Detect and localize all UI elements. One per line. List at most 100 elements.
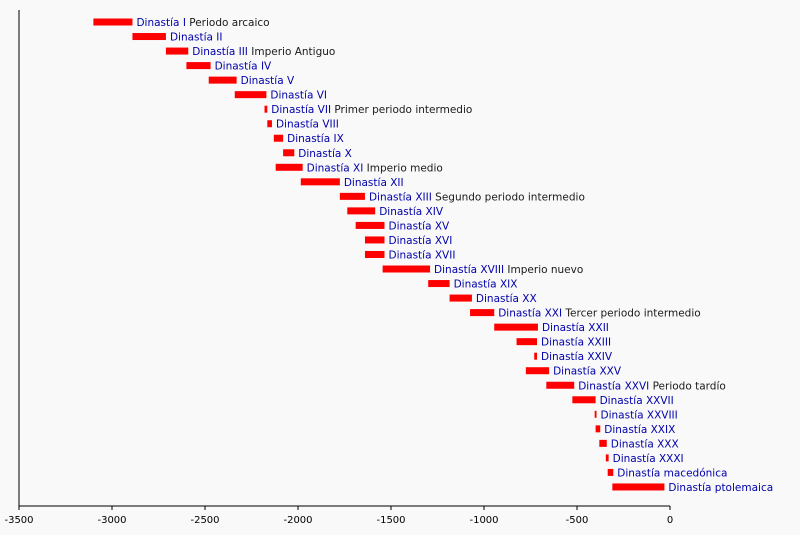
bar-15 — [355, 221, 385, 229]
x-tick-label: -2500 — [190, 515, 219, 526]
bar-label-27: Dinastía XXVII — [600, 395, 674, 407]
bar-4 — [186, 62, 211, 70]
x-axis: -3500 -3000 -2500 -2000 -1500 -1000 -500 0 — [4, 10, 673, 526]
bar-24 — [534, 352, 538, 360]
bar-label-13: Dinastía XIII Segundo periodo intermedio — [369, 191, 585, 203]
dynasty-name: Dinastía XXI — [498, 308, 562, 320]
bar-21 — [470, 309, 495, 317]
dynasty-name: Dinastía XXVII — [600, 395, 674, 407]
bar-28 — [594, 410, 597, 418]
period-name: Imperio nuevo — [504, 264, 583, 276]
x-tick-label: -2000 — [283, 515, 312, 526]
bar-33 — [612, 483, 665, 491]
bar-2 — [132, 33, 166, 41]
bar-label-21: Dinastía XXI Tercer periodo intermedio — [498, 308, 700, 320]
dynasty-name: Dinastía XXV — [553, 366, 622, 378]
dynasty-name: Dinastía X — [298, 148, 352, 160]
bar-label-30: Dinastía XXX — [611, 438, 679, 450]
chart-bars — [93, 18, 665, 491]
bar-5 — [208, 76, 237, 84]
chart-bar-labels: Dinastía I Periodo arcaico Dinastía II Din… — [136, 17, 773, 494]
dynasty-name: Dinastía II — [170, 32, 223, 44]
dynasty-name: Dinastía XV — [388, 220, 450, 232]
dynasty-name: Dinastía VII — [271, 104, 331, 116]
bar-label-18: Dinastía XVIII Imperio nuevo — [434, 264, 583, 276]
period-name: Periodo arcaico — [186, 17, 270, 29]
dynasty-name: Dinastía XII — [344, 177, 404, 189]
dynasty-name: Dinastía ptolemaica — [668, 482, 773, 494]
bar-label-4: Dinastía IV — [215, 61, 272, 73]
bar-23 — [516, 338, 538, 346]
dynasty-name: Dinastía XIII — [369, 191, 432, 203]
period-name: Tercer periodo intermedio — [562, 308, 701, 320]
dynasty-name: Dinastía VI — [270, 90, 327, 102]
dynasty-name: Dinastía XXX — [611, 438, 679, 450]
dynasty-name: Dinastía XI — [307, 162, 364, 174]
bar-6 — [234, 91, 267, 99]
bar-label-6: Dinastía VI — [270, 90, 327, 102]
bar-label-28: Dinastía XXVIII — [601, 409, 678, 421]
bar-label-33: Dinastía ptolemaica — [668, 482, 773, 494]
bar-label-29: Dinastía XXIX — [604, 424, 675, 436]
bar-13 — [339, 192, 365, 200]
bar-11 — [275, 163, 303, 171]
bar-26 — [546, 381, 575, 389]
period-name: Imperio medio — [363, 162, 442, 174]
dynasty-name: Dinastía III — [192, 46, 248, 58]
x-tick-label: 0 — [667, 515, 673, 526]
dynasty-name: Dinastía XXIV — [541, 351, 613, 363]
bar-16 — [364, 236, 385, 244]
bar-label-12: Dinastía XII — [344, 177, 404, 189]
bar-label-2: Dinastía II — [170, 32, 223, 44]
dynasty-name: Dinastía macedónica — [617, 467, 727, 479]
dynasty-name: Dinastía XXIII — [541, 337, 611, 349]
dynasty-name: Dinastía XXVI — [578, 380, 649, 392]
dynasty-name: Dinastía XXII — [542, 322, 609, 334]
dynasty-name: Dinastía XXXI — [613, 453, 684, 465]
bar-14 — [347, 207, 376, 215]
bar-31 — [605, 454, 609, 462]
dynasty-name: Dinastía XIX — [454, 279, 518, 291]
x-tick-label: -3000 — [97, 515, 126, 526]
x-tick-label: -500 — [566, 515, 589, 526]
x-tick-label: -1000 — [469, 515, 498, 526]
bar-label-8: Dinastía VIII — [276, 119, 339, 131]
period-name: Imperio Antiguo — [248, 46, 335, 58]
bar-25 — [525, 367, 550, 375]
period-name: Periodo tardío — [649, 380, 726, 392]
dynasty-name: Dinastía VIII — [276, 119, 339, 131]
bar-29 — [595, 425, 601, 433]
bar-label-22: Dinastía XXII — [542, 322, 609, 334]
bar-label-3: Dinastía III Imperio Antiguo — [192, 46, 335, 58]
bar-3 — [165, 47, 189, 55]
dynasty-name: Dinastía I — [136, 17, 185, 29]
bar-label-26: Dinastía XXVI Periodo tardío — [578, 380, 726, 392]
bar-8 — [267, 120, 272, 128]
period-name: Segundo periodo intermedio — [432, 191, 585, 203]
bar-7 — [264, 105, 268, 113]
bar-label-11: Dinastía XI Imperio medio — [307, 162, 443, 174]
bar-label-15: Dinastía XV — [388, 220, 450, 232]
bar-label-1: Dinastía I Periodo arcaico — [136, 17, 269, 29]
bar-1 — [93, 18, 133, 26]
bar-32 — [607, 468, 614, 476]
dynasty-name: Dinastía XVII — [388, 249, 455, 261]
bar-19 — [428, 280, 450, 288]
bar-label-19: Dinastía XIX — [454, 279, 518, 291]
bar-label-14: Dinastía XIV — [379, 206, 444, 218]
bar-label-24: Dinastía XXIV — [541, 351, 613, 363]
bar-10 — [283, 149, 295, 157]
bar-17 — [364, 250, 385, 258]
x-tick-label: -3500 — [4, 515, 33, 526]
bar-18 — [382, 265, 431, 273]
bar-27 — [572, 396, 596, 404]
bar-22 — [494, 323, 538, 331]
dynasty-name: Dinastía XXVIII — [601, 409, 678, 421]
bar-12 — [300, 178, 340, 186]
bar-label-32: Dinastía macedónica — [617, 467, 727, 479]
bar-label-5: Dinastía V — [241, 75, 295, 87]
dynasty-name: Dinastía V — [241, 75, 295, 87]
dynasty-name: Dinastía IV — [215, 61, 272, 73]
bar-label-16: Dinastía XVI — [388, 235, 452, 247]
